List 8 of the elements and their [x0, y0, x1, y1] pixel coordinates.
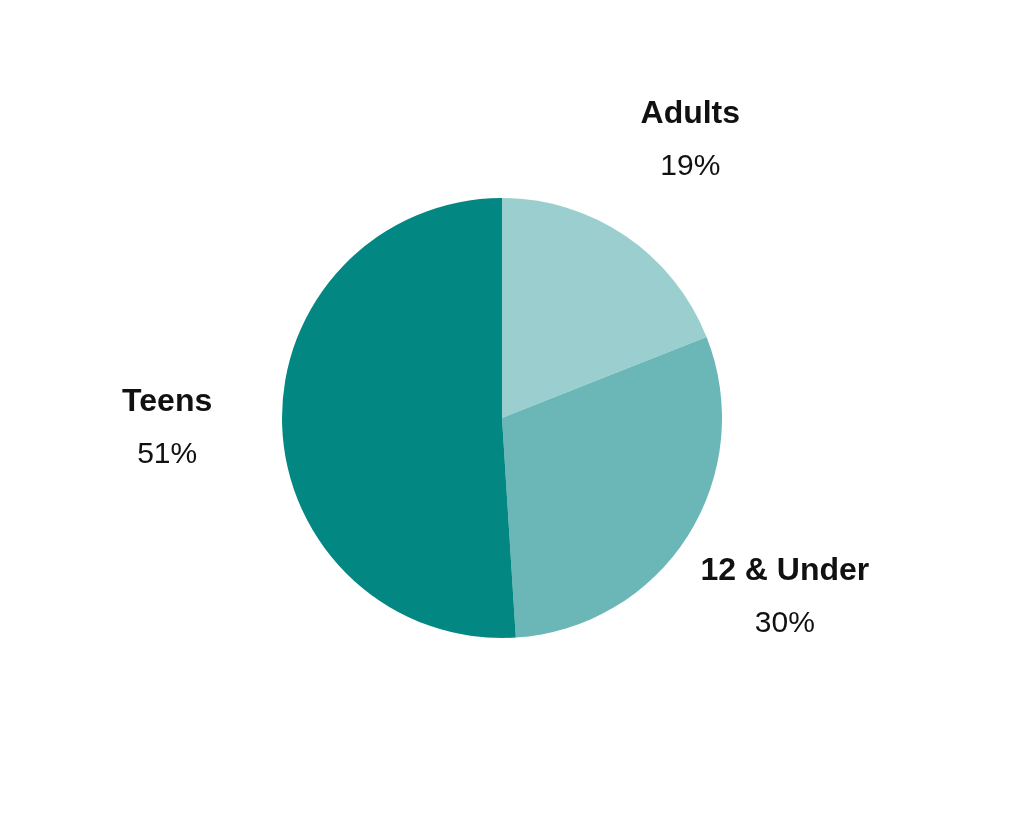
data-label: 51%: [137, 435, 198, 469]
pie-slice: [502, 198, 707, 418]
slice-label: 12 & Under: [700, 550, 870, 587]
data-label: 19%: [660, 147, 721, 181]
pie-slice: [282, 198, 516, 638]
slice-label: Adults: [640, 93, 741, 130]
slice-label: Teens: [122, 381, 213, 418]
data-label: 30%: [754, 604, 815, 638]
